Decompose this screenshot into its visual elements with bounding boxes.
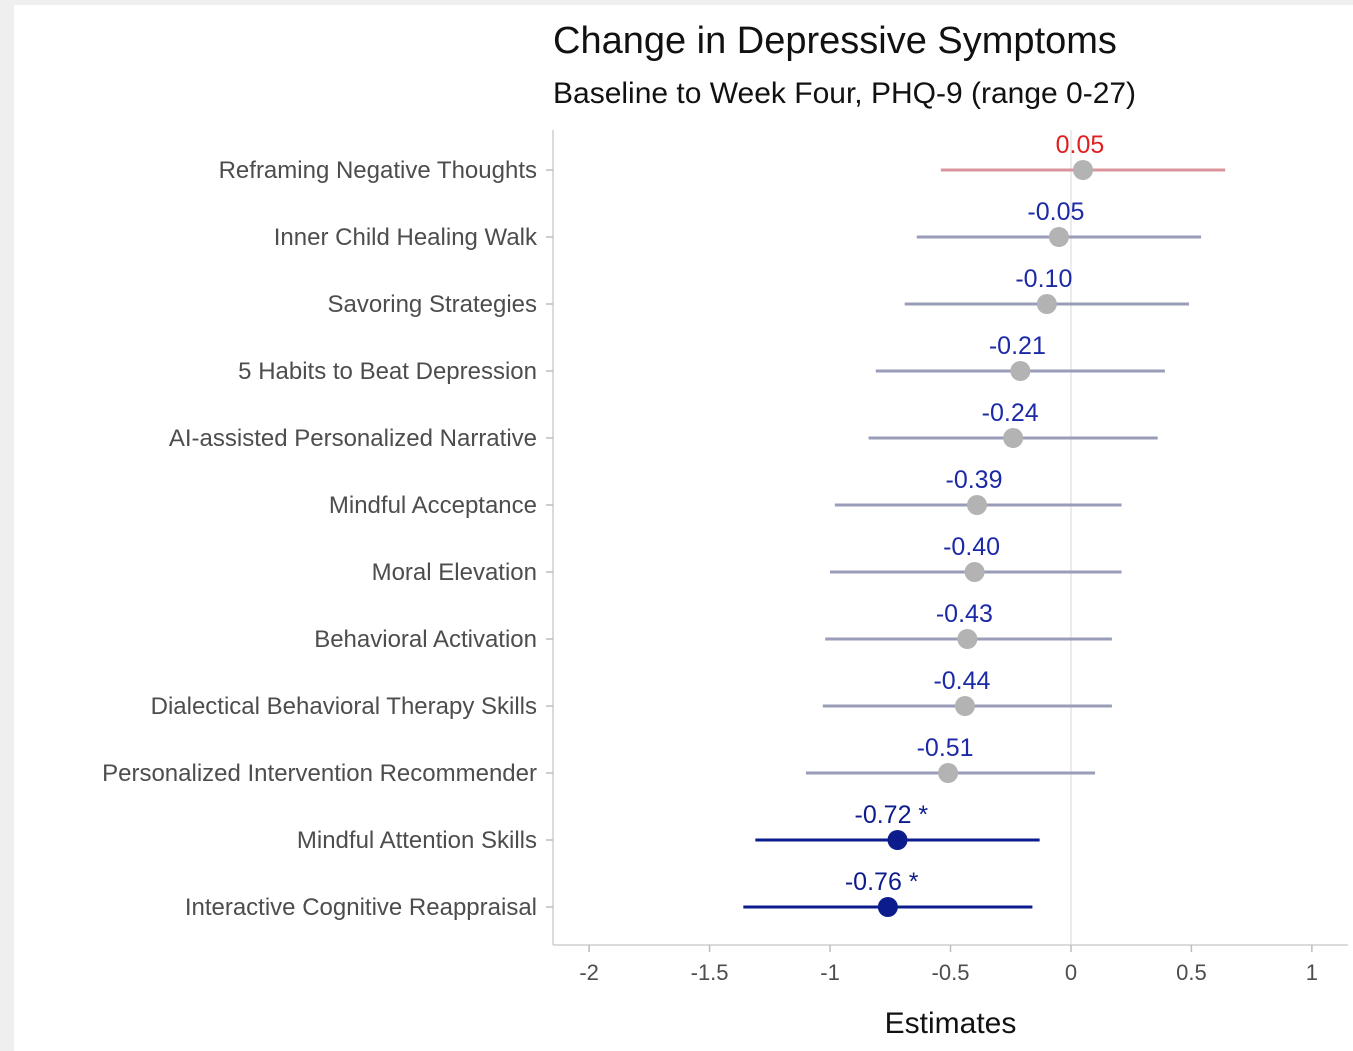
x-tick-label: -1.5 [691,960,729,985]
row-label: Personalized Intervention Recommender [102,760,537,787]
row-label: Savoring Strategies [328,291,537,318]
value-label: -0.21 [989,332,1046,360]
estimate-point [938,763,959,783]
row-label: Interactive Cognitive Reappraisal [185,894,537,921]
row-label: 5 Habits to Beat Depression [238,358,537,385]
row-label: Behavioral Activation [314,626,537,653]
value-label: -0.39 [946,466,1003,494]
x-tick-label: 0 [1065,960,1077,985]
value-label: -0.44 [933,667,990,695]
value-label: -0.05 [1027,198,1084,226]
row-label: Reframing Negative Thoughts [219,157,537,184]
row-label: Mindful Attention Skills [297,827,537,854]
x-tick-label: -2 [579,960,599,985]
x-tick-label: -1 [820,960,840,985]
chart-title: Change in Depressive Symptoms [553,20,1117,62]
value-label: -0.40 [943,533,1000,561]
value-label: -0.43 [936,600,993,628]
estimate-point [1048,227,1069,247]
estimate-point [957,629,978,649]
row-label: AI-assisted Personalized Narrative [169,425,537,452]
row-label: Dialectical Behavioral Therapy Skills [151,693,537,720]
x-axis-title: Estimates [885,1007,1017,1040]
chart-subtitle: Baseline to Week Four, PHQ-9 (range 0-27… [553,77,1136,110]
estimate-point [1073,160,1093,180]
row-label: Moral Elevation [372,559,537,586]
estimate-point [967,495,987,515]
x-tick-label: 1 [1306,960,1318,985]
estimate-point [954,696,975,716]
forest-plot: Change in Depressive Symptoms Baseline t… [102,20,1348,1040]
x-tick-label: 0.5 [1176,960,1207,985]
value-label: -0.51 [917,734,974,762]
estimate-point [1003,428,1024,448]
x-tick-label: -0.5 [932,960,970,985]
estimate-point [1010,361,1031,381]
estimate-point [887,830,908,850]
row-label: Inner Child Healing Walk [274,224,538,251]
estimate-point [1036,294,1057,314]
value-label: -0.10 [1015,265,1072,293]
value-label: 0.05 [1056,131,1105,159]
row-label: Mindful Acceptance [329,492,537,519]
value-label: -0.72 * [855,801,929,829]
value-label: -0.24 [982,399,1039,427]
chart-panel: Change in Depressive Symptoms Baseline t… [14,5,1353,1051]
estimate-point [964,562,985,582]
estimate-point [877,897,898,917]
value-label: -0.76 * [845,868,919,896]
